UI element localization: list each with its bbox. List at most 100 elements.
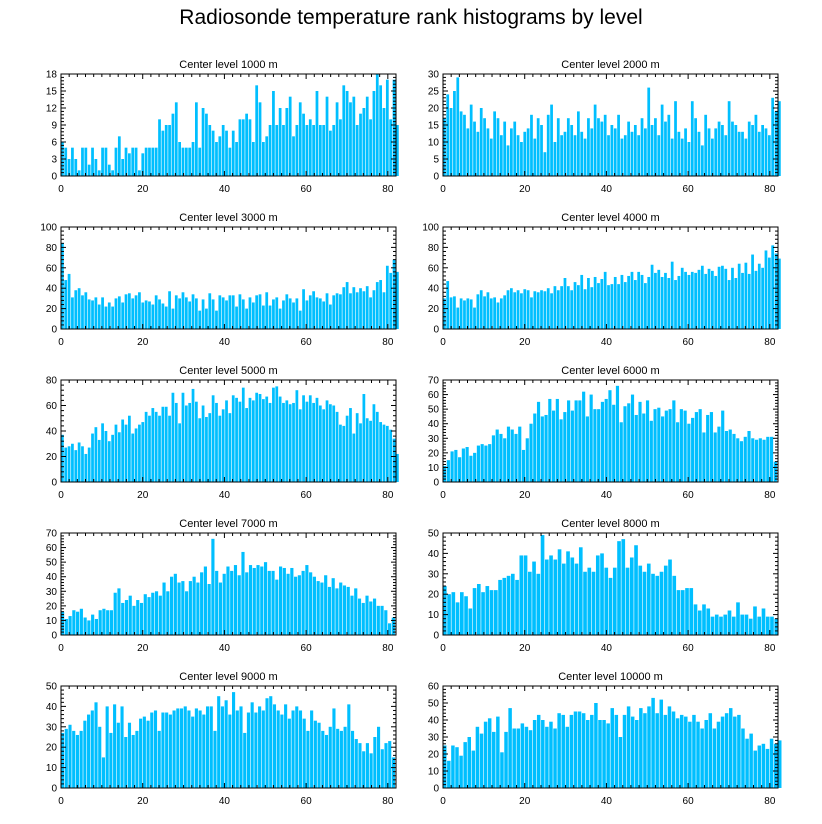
histogram-bar: [228, 147, 232, 176]
histogram-bar: [67, 446, 71, 482]
histogram-bar: [109, 610, 114, 635]
histogram-bar: [94, 159, 98, 176]
histogram-bar: [385, 265, 389, 329]
histogram-bar: [719, 616, 723, 635]
histogram-bar: [87, 714, 91, 788]
histogram-bar: [290, 567, 294, 635]
histogram-bar: [243, 732, 247, 788]
histogram-bar: [728, 708, 733, 788]
histogram-bar: [734, 278, 738, 329]
histogram-bar: [339, 730, 343, 788]
histogram-bar: [621, 539, 626, 635]
histogram-bar: [590, 287, 594, 329]
histogram-bar: [753, 606, 757, 635]
histogram-bar: [657, 135, 661, 176]
histogram-bar: [345, 91, 349, 176]
histogram-bar: [291, 710, 295, 788]
histogram-bar: [385, 79, 389, 176]
histogram-bar: [456, 77, 460, 176]
histogram-bar: [761, 267, 764, 329]
histogram-bar: [154, 411, 158, 483]
histogram-bar: [369, 420, 372, 482]
histogram-bar: [183, 706, 187, 788]
histogram-bar: [443, 118, 446, 176]
histogram-bar: [298, 102, 302, 176]
histogram-bar: [583, 571, 587, 635]
histogram-bar: [453, 296, 456, 329]
histogram-bar: [308, 119, 312, 176]
histogram-bar: [638, 565, 643, 635]
histogram-bar: [168, 415, 171, 482]
histogram-bar: [295, 390, 299, 482]
y-tick-label: 15: [46, 87, 58, 98]
x-tick-label: 20: [519, 796, 531, 807]
histogram-bar: [174, 102, 178, 176]
histogram-bar: [396, 271, 399, 329]
histogram-bar: [553, 559, 558, 635]
histogram-bar: [593, 104, 597, 176]
histogram-bar: [168, 125, 171, 176]
histogram-bar: [285, 294, 289, 329]
histogram-bar: [626, 706, 631, 788]
histogram-bar: [141, 302, 145, 329]
histogram-bar: [446, 94, 450, 176]
histogram-bar: [148, 301, 151, 329]
histogram-bar: [372, 290, 376, 329]
histogram-bar: [342, 85, 346, 176]
y-tick-label: 20: [46, 304, 58, 315]
histogram-bar: [376, 605, 380, 635]
histogram-bar: [549, 555, 553, 635]
histogram-bar: [359, 288, 362, 329]
histogram-bar: [732, 433, 736, 482]
histogram-bar: [714, 275, 718, 329]
histogram-bar: [187, 710, 191, 788]
y-tick-label: 0: [51, 325, 57, 336]
histogram-bar: [473, 452, 477, 482]
histogram-bar: [513, 292, 517, 329]
histogram-bar: [560, 135, 563, 176]
histogram-bar: [486, 292, 490, 329]
histogram-bar: [102, 608, 106, 635]
histogram-bar: [147, 597, 151, 635]
plot-frame: [442, 226, 779, 330]
histogram-bar: [184, 147, 188, 176]
histogram-bar: [245, 308, 248, 329]
histogram-bar: [476, 445, 480, 482]
y-tick-label: 30: [46, 587, 58, 598]
histogram-bar: [329, 304, 332, 329]
histogram-bar: [637, 135, 641, 176]
histogram-bar: [272, 387, 275, 482]
histogram-bar: [510, 128, 513, 176]
histogram-bar: [623, 406, 627, 482]
histogram-bar: [392, 438, 396, 482]
x-tick-label: 40: [601, 337, 613, 348]
histogram-bar: [218, 582, 223, 635]
y-tick-label: 100: [40, 223, 57, 234]
histogram-bar: [684, 716, 688, 788]
histogram-bar: [373, 737, 377, 788]
panel-6000m: Center level 6000 m 0 20 40 60 80 0 10 20 30 40 50 6…: [428, 365, 779, 501]
panel-title: Center level 1000 m: [179, 59, 277, 71]
histogram-bar: [278, 396, 282, 482]
histogram-bar: [741, 272, 744, 329]
histogram-bar: [744, 614, 749, 635]
histogram-bar: [375, 411, 379, 483]
y-tick-label: 40: [428, 284, 440, 295]
histogram-bar: [764, 128, 768, 176]
histogram-bar: [503, 295, 507, 329]
histogram-bar: [582, 391, 586, 482]
histogram-bar: [630, 131, 634, 176]
histogram-bar: [131, 147, 135, 176]
histogram-bar: [473, 121, 476, 176]
histogram-bar: [727, 101, 731, 176]
x-tick-label: 80: [764, 490, 776, 501]
histogram-bar: [443, 465, 447, 482]
histogram-bar: [324, 575, 328, 635]
histogram-bar: [697, 269, 701, 329]
histogram-bar: [233, 565, 238, 635]
x-tick-label: 80: [764, 184, 776, 195]
histogram-bar: [680, 267, 684, 329]
histogram-bar: [754, 439, 759, 482]
histogram-bar: [455, 747, 459, 788]
y-tick-label: 40: [46, 572, 58, 583]
